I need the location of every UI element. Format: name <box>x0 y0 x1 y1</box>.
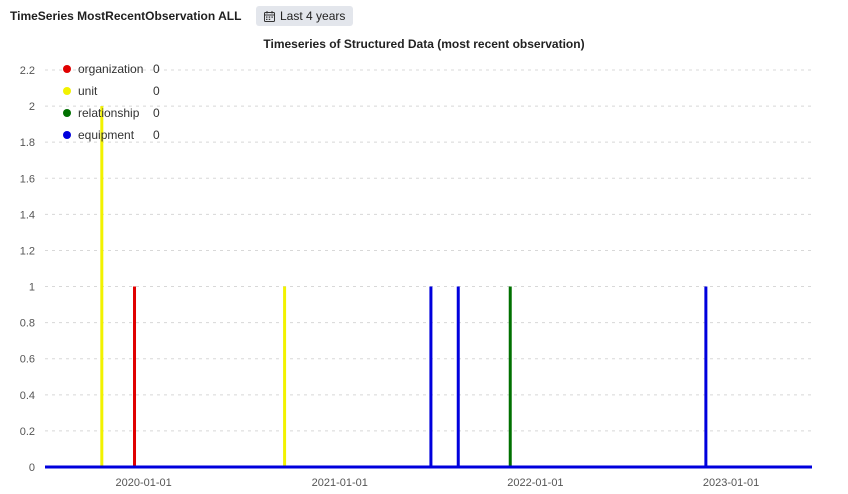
legend-item-unit[interactable]: unit 0 <box>63 84 160 98</box>
y-tick-label: 0 <box>29 462 35 474</box>
y-tick-label: 0.2 <box>20 426 35 438</box>
legend-item-equipment[interactable]: equipment 0 <box>63 128 160 142</box>
y-tick-label: 0.8 <box>20 318 35 330</box>
x-tick-label: 2021-01-01 <box>312 477 368 489</box>
y-tick-label: 0.6 <box>20 354 35 366</box>
y-tick-label: 1.2 <box>20 245 35 257</box>
y-tick-label: 0.4 <box>20 390 35 402</box>
x-tick-label: 2023-01-01 <box>703 477 759 489</box>
legend-value: 0 <box>153 106 160 120</box>
grid-lines <box>45 70 812 431</box>
legend-marker <box>63 65 71 73</box>
legend-item-relationship[interactable]: relationship 0 <box>63 106 160 120</box>
y-axis: 0 0.2 0.4 0.6 0.8 1 1.2 1.4 1.6 1.8 2 2.2 <box>20 65 35 474</box>
y-tick-label: 1.6 <box>20 173 35 185</box>
x-axis: 2020-01-01 2021-01-01 2022-01-01 2023-01-01 <box>115 477 759 489</box>
legend-item-organization[interactable]: organization 0 <box>63 62 160 76</box>
legend-value: 0 <box>153 62 160 76</box>
x-tick-label: 2020-01-01 <box>115 477 171 489</box>
legend-label: organization <box>78 62 143 76</box>
x-tick-label: 2022-01-01 <box>507 477 563 489</box>
legend-label: equipment <box>78 128 135 142</box>
legend-label: relationship <box>78 106 140 120</box>
legend-label: unit <box>78 84 98 98</box>
y-tick-label: 1.4 <box>20 209 35 221</box>
y-tick-label: 1 <box>29 282 35 294</box>
legend-value: 0 <box>153 84 160 98</box>
legend-marker <box>63 87 71 95</box>
legend-marker <box>63 131 71 139</box>
y-tick-label: 1.8 <box>20 137 35 149</box>
y-tick-label: 2 <box>29 101 35 113</box>
legend-value: 0 <box>153 128 160 142</box>
y-tick-label: 2.2 <box>20 65 35 77</box>
legend-marker <box>63 109 71 117</box>
